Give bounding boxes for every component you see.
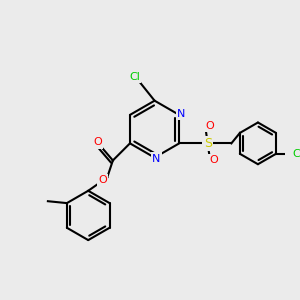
Text: N: N <box>177 109 185 119</box>
Text: O: O <box>209 155 218 165</box>
Text: O: O <box>93 137 102 147</box>
Text: N: N <box>152 154 161 164</box>
Text: Cl: Cl <box>129 72 140 82</box>
Text: O: O <box>205 121 214 131</box>
Text: Cl: Cl <box>292 149 300 159</box>
Text: O: O <box>98 175 107 185</box>
Text: S: S <box>204 137 212 150</box>
